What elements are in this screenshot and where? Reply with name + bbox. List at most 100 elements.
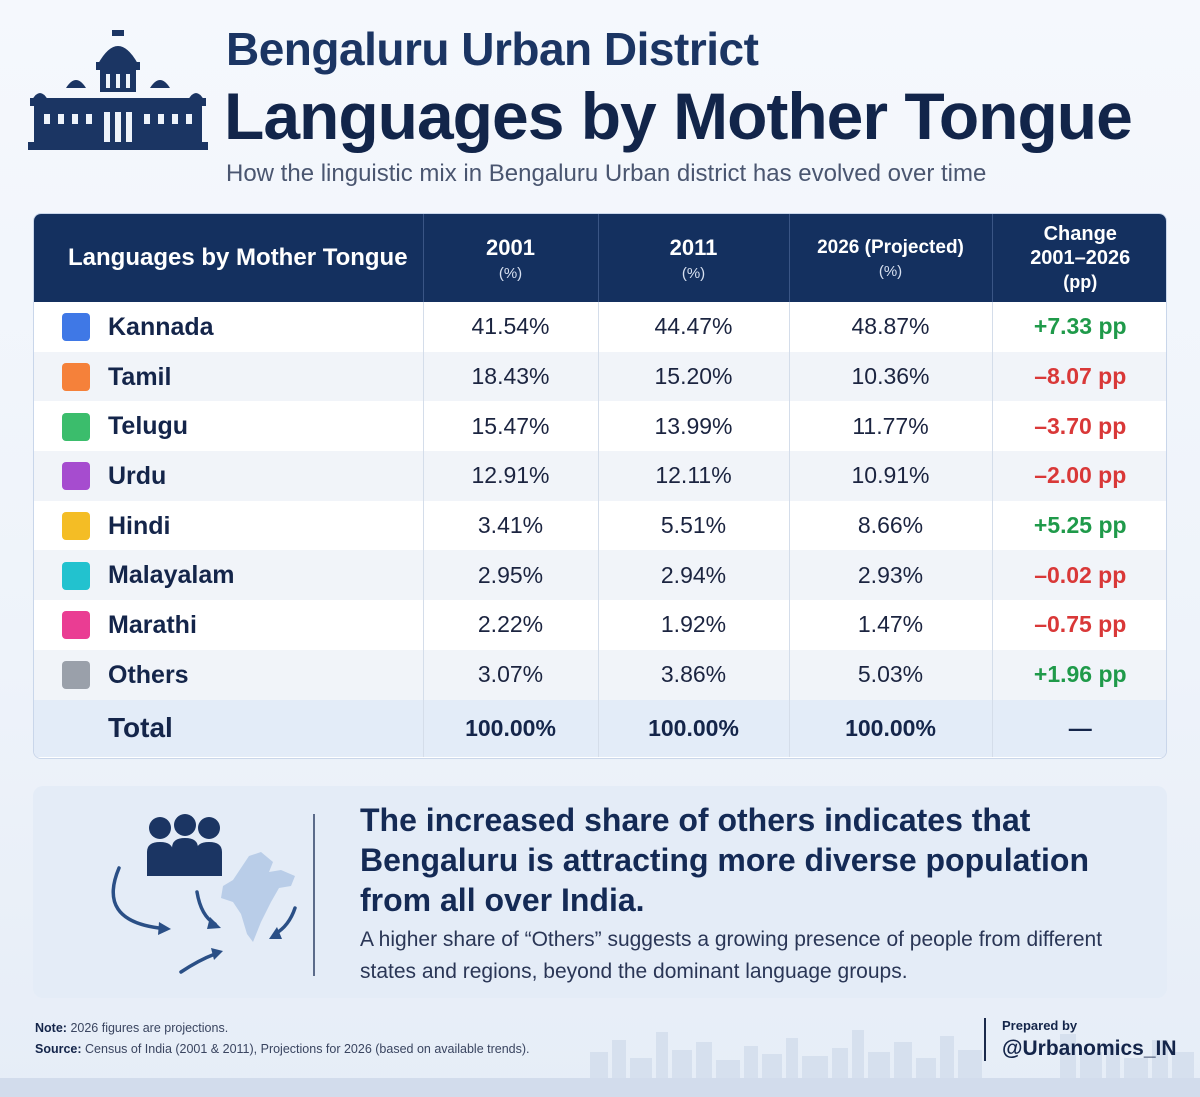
author-handle: @Urbanomics_IN (1002, 1037, 1177, 1060)
language-color-swatch (62, 313, 90, 342)
insight-box: The increased share of others indicates … (33, 786, 1167, 998)
value-2011-cell: 15.20% (598, 351, 790, 402)
table-row: Kannada 41.54% 44.47% 48.87% +7.33 pp (34, 302, 1166, 352)
language-color-swatch (62, 561, 90, 590)
footer-notes: Note: 2026 figures are projections. Sour… (35, 1018, 530, 1060)
language-color-swatch (62, 661, 90, 690)
change-cell: +1.96 pp (1033, 661, 1127, 688)
table-row: Marathi 2.22% 1.92% 1.47% –0.75 pp (34, 600, 1166, 650)
change-cell: –3.70 pp (1034, 412, 1127, 439)
language-cell: Hindi (34, 500, 424, 551)
language-color-swatch (62, 512, 90, 541)
column-header-language: Languages by Mother Tongue (34, 214, 424, 302)
column-header-2026: 2026 (Projected) (%) (789, 214, 993, 302)
header: Bengaluru Urban District Languages by Mo… (0, 0, 1200, 200)
change-cell: +5.25 pp (1033, 512, 1127, 539)
table-row: Hindi 3.41% 5.51% 8.66% +5.25 pp (34, 500, 1166, 551)
table-row: Others 3.07% 3.86% 5.03% +1.96 pp (34, 649, 1166, 700)
language-cell: Tamil (34, 351, 424, 402)
language-cell: Urdu (34, 451, 424, 501)
value-2011-cell: 13.99% (598, 401, 790, 452)
value-2001-cell: 2.22% (423, 600, 599, 650)
change-cell: –2.00 pp (1034, 462, 1127, 489)
language-table: Languages by Mother Tongue 2001 (%) 2011… (33, 213, 1167, 759)
insight-headline: The increased share of others indicates … (360, 802, 1090, 918)
note-text: 2026 figures are projections. (70, 1021, 229, 1035)
footer-band (0, 1078, 1200, 1097)
source-line: Source: Census of India (2001 & 2011), P… (35, 1039, 530, 1060)
column-header-2011-label: 2011 (669, 234, 718, 260)
language-name: Kannada (108, 312, 214, 341)
value-2011-cell: 12.11% (598, 451, 790, 501)
value-2026-cell: 10.91% (789, 451, 993, 501)
source-label: Source: (35, 1042, 82, 1056)
language-color-swatch (62, 462, 90, 491)
value-2001-cell: 3.41% (423, 500, 599, 551)
people-migration-india-map-icon (111, 814, 297, 974)
change-cell: +7.33 pp (1033, 313, 1127, 340)
value-2001-cell: 2.95% (423, 550, 599, 601)
language-name: Malayalam (108, 561, 235, 590)
column-header-2026-label: 2026 (Projected) (817, 236, 964, 258)
total-row: Total 100.00% 100.00% 100.00% — (34, 699, 1166, 757)
value-2026-cell: 5.03% (789, 649, 993, 700)
table-row: Tamil 18.43% 15.20% 10.36% –8.07 pp (34, 351, 1166, 402)
change-cell: –8.07 pp (1034, 363, 1127, 390)
value-2011-cell: 2.94% (598, 550, 790, 601)
value-2011-cell: 44.47% (598, 302, 790, 352)
total-2001-cell: 100.00% (423, 699, 599, 757)
subtitle: How the linguistic mix in Bengaluru Urba… (226, 160, 987, 187)
language-cell: Others (34, 649, 424, 700)
language-name: Others (108, 660, 189, 689)
table-row: Urdu 12.91% 12.11% 10.91% –2.00 pp (34, 451, 1166, 501)
value-2011-cell: 5.51% (598, 500, 790, 551)
table-row: Telugu 15.47% 13.99% 11.77% –3.70 pp (34, 401, 1166, 452)
column-header-2001-unit: (%) (498, 264, 523, 282)
note-line: Note: 2026 figures are projections. (35, 1018, 530, 1039)
language-name: Marathi (108, 610, 197, 639)
language-name: Hindi (108, 511, 171, 540)
language-color-swatch (62, 611, 90, 640)
value-2001-cell: 12.91% (423, 451, 599, 501)
prepared-by: Prepared by @Urbanomics_IN (984, 1018, 1177, 1061)
value-2026-cell: 1.47% (789, 600, 993, 650)
value-2001-cell: 41.54% (423, 302, 599, 352)
table-header-row: Languages by Mother Tongue 2001 (%) 2011… (34, 214, 1166, 302)
total-label: Total (34, 699, 424, 757)
source-text: Census of India (2001 & 2011), Projectio… (85, 1042, 530, 1056)
column-header-2011-unit: (%) (681, 264, 706, 282)
column-header-2001-label: 2001 (486, 234, 535, 260)
value-2026-cell: 2.93% (789, 550, 993, 601)
vidhana-soudha-icon (28, 30, 208, 150)
value-2001-cell: 15.47% (423, 401, 599, 452)
language-cell: Malayalam (34, 550, 424, 601)
note-label: Note: (35, 1021, 67, 1035)
total-2011-cell: 100.00% (598, 699, 790, 757)
column-header-2026-unit: (%) (878, 262, 903, 280)
column-header-change-line-1: Change (1043, 223, 1117, 245)
prepared-by-label: Prepared by (1002, 1018, 1078, 1033)
value-2026-cell: 10.36% (789, 351, 993, 402)
language-cell: Marathi (34, 600, 424, 650)
language-name: Telugu (108, 412, 189, 441)
language-name: Urdu (108, 461, 167, 490)
value-2026-cell: 48.87% (789, 302, 993, 352)
column-header-change-line-2: 2001–2026 (1030, 247, 1131, 269)
value-2026-cell: 11.77% (789, 401, 993, 452)
value-2026-cell: 8.66% (789, 500, 993, 551)
total-change-cell: — (1068, 714, 1092, 741)
column-header-change-line-3: (pp) (1063, 272, 1098, 292)
table-row: Malayalam 2.95% 2.94% 2.93% –0.02 pp (34, 550, 1166, 601)
language-color-swatch (62, 362, 90, 391)
column-header-2011: 2011 (%) (598, 214, 790, 302)
column-header-2001: 2001 (%) (423, 214, 599, 302)
language-name: Tamil (108, 362, 172, 391)
total-2026-cell: 100.00% (789, 699, 993, 757)
value-2001-cell: 3.07% (423, 649, 599, 700)
language-cell: Kannada (34, 302, 424, 352)
page-title: Languages by Mother Tongue (224, 79, 1133, 153)
value-2011-cell: 1.92% (598, 600, 790, 650)
column-header-change: Change 2001–2026 (pp) (992, 214, 1166, 302)
table-body: Kannada 41.54% 44.47% 48.87% +7.33 pp Tamil 18… (34, 302, 1166, 757)
value-2001-cell: 18.43% (423, 351, 599, 402)
